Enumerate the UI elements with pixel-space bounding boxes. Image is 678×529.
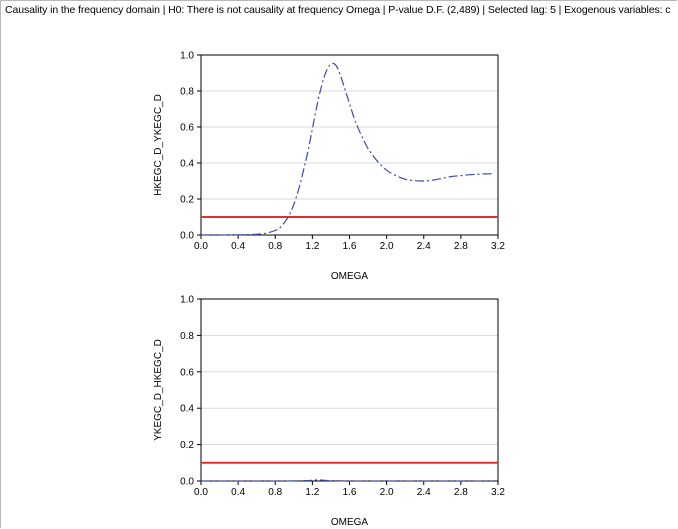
chart2-xtick-label: 2.8 [454, 487, 468, 498]
chart1-xtick-label: 2.8 [454, 241, 468, 252]
chart2-series-line [201, 479, 493, 482]
chart2-ylabel: YKEGC_D_HKEGC_D [153, 339, 164, 441]
chart2-ytick-label: 0.2 [180, 440, 194, 451]
chart1-ytick-label: 0.4 [180, 159, 194, 170]
chart2-plot-frame [200, 298, 499, 482]
chart2-ytick-label: 0.0 [180, 477, 194, 488]
chart2-xtick-label: 3.2 [491, 487, 505, 498]
chart2-xtick-label: 2.4 [417, 487, 431, 498]
chart2-ytick-label: 0.6 [180, 367, 194, 378]
chart2-xtick-label: 1.2 [305, 487, 319, 498]
chart1-xtick-label: 1.2 [305, 241, 319, 252]
chart1-ytick-label: 0.6 [180, 123, 194, 134]
chart1-ylabel: HKEGC_D_YKEGC_D [153, 94, 164, 196]
chart2-xtick-label: 0.0 [194, 487, 208, 498]
chart2-xtick-label: 0.8 [268, 487, 282, 498]
chart1-ytick-label: 0.2 [180, 195, 194, 206]
chart1-xtick-label: 1.6 [343, 241, 357, 252]
chart1-ytick-label: 0.8 [180, 87, 194, 98]
chart2-xlabel: OMEGA [331, 517, 369, 528]
chart2-xtick-label: 0.4 [231, 487, 245, 498]
chart1-xtick-label: 0.8 [268, 241, 282, 252]
chart1-xtick-label: 3.2 [491, 241, 505, 252]
chart2-xtick-label: 2.0 [380, 487, 394, 498]
chart1-ytick-label: 0.0 [180, 231, 194, 242]
chart1-xtick-label: 2.0 [380, 241, 394, 252]
chart2-xtick-label: 1.6 [343, 487, 357, 498]
chart1-plot-frame [200, 54, 499, 236]
chart1-xlabel: OMEGA [331, 271, 369, 282]
chart1-ytick-label: 1.0 [180, 51, 194, 62]
chart1-xtick-label: 0.4 [231, 241, 245, 252]
chart1-xtick-label: 0.0 [194, 241, 208, 252]
chart1-xtick-label: 2.4 [417, 241, 431, 252]
chart2-ytick-label: 1.0 [180, 295, 194, 306]
chart1-series-line [200, 62, 493, 236]
chart2-ytick-label: 0.8 [180, 331, 194, 342]
header-text: Causality in the frequency domain | H0: … [5, 4, 671, 16]
chart2-ytick-label: 0.4 [180, 404, 194, 415]
